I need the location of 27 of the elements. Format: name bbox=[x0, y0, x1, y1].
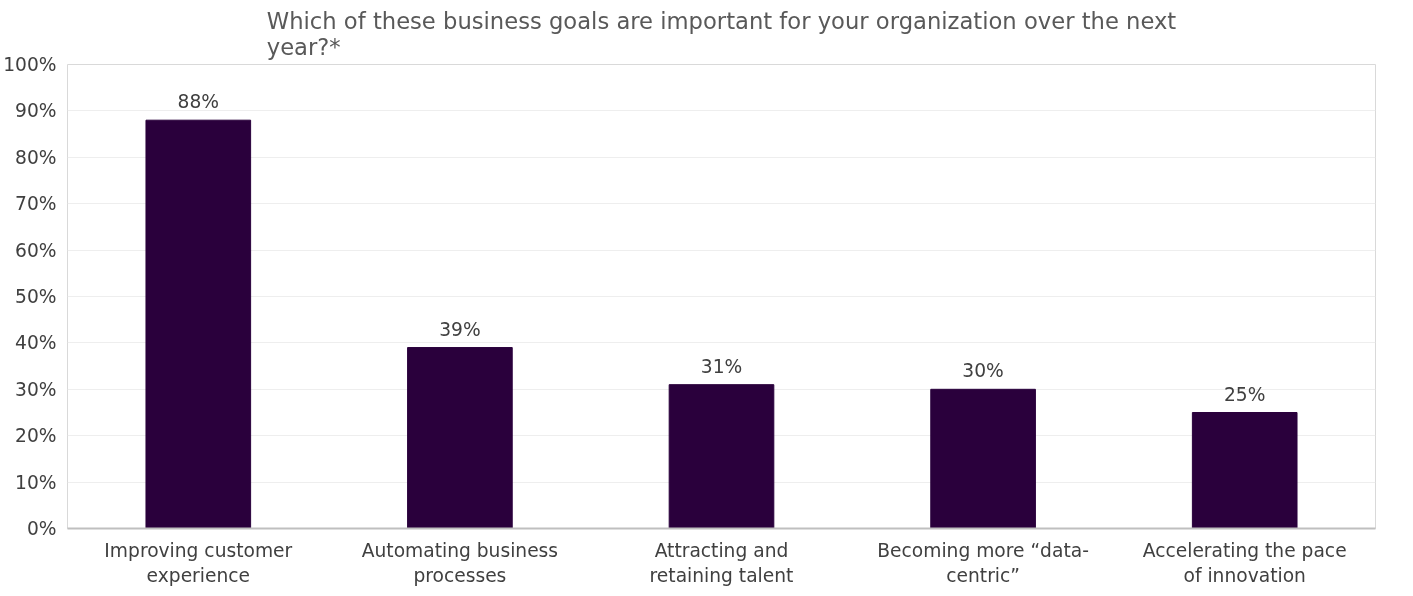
y-tick-label: 70% bbox=[15, 193, 57, 215]
y-tick-label: 80% bbox=[15, 146, 57, 168]
y-tick-label: 0% bbox=[26, 518, 57, 539]
y-tick-label: 20% bbox=[15, 425, 57, 447]
y-tick-label: 50% bbox=[15, 286, 57, 307]
data-label: 39% bbox=[439, 318, 481, 340]
x-tick-label: Accelerating the pace of innovation bbox=[1142, 539, 1347, 586]
x-tick-label: Attracting and retaining talent bbox=[649, 539, 794, 586]
data-label: 25% bbox=[1223, 383, 1266, 405]
y-tick-label: 30% bbox=[15, 378, 57, 400]
bar bbox=[930, 388, 1036, 529]
y-tick-label: 90% bbox=[15, 100, 57, 122]
data-label: 30% bbox=[962, 360, 1004, 382]
y-tick-label: 10% bbox=[15, 471, 57, 493]
data-label: 31% bbox=[700, 355, 743, 377]
x-tick-label: Improving customer experience bbox=[104, 539, 293, 586]
y-tick-label: 40% bbox=[15, 332, 57, 354]
bar bbox=[668, 384, 775, 529]
bar bbox=[407, 347, 513, 529]
chart-title: Which of these business goals are important for your organization over the next year?* bbox=[266, 7, 1177, 60]
data-label: 88% bbox=[177, 91, 220, 113]
bar bbox=[145, 119, 252, 529]
y-tick-label: 100% bbox=[3, 54, 57, 75]
bar bbox=[1191, 412, 1298, 529]
x-tick-label: Automating business processes bbox=[361, 539, 559, 586]
x-tick-label: Becoming more “data-centric” bbox=[877, 539, 1089, 586]
y-tick-label: 60% bbox=[15, 239, 57, 261]
